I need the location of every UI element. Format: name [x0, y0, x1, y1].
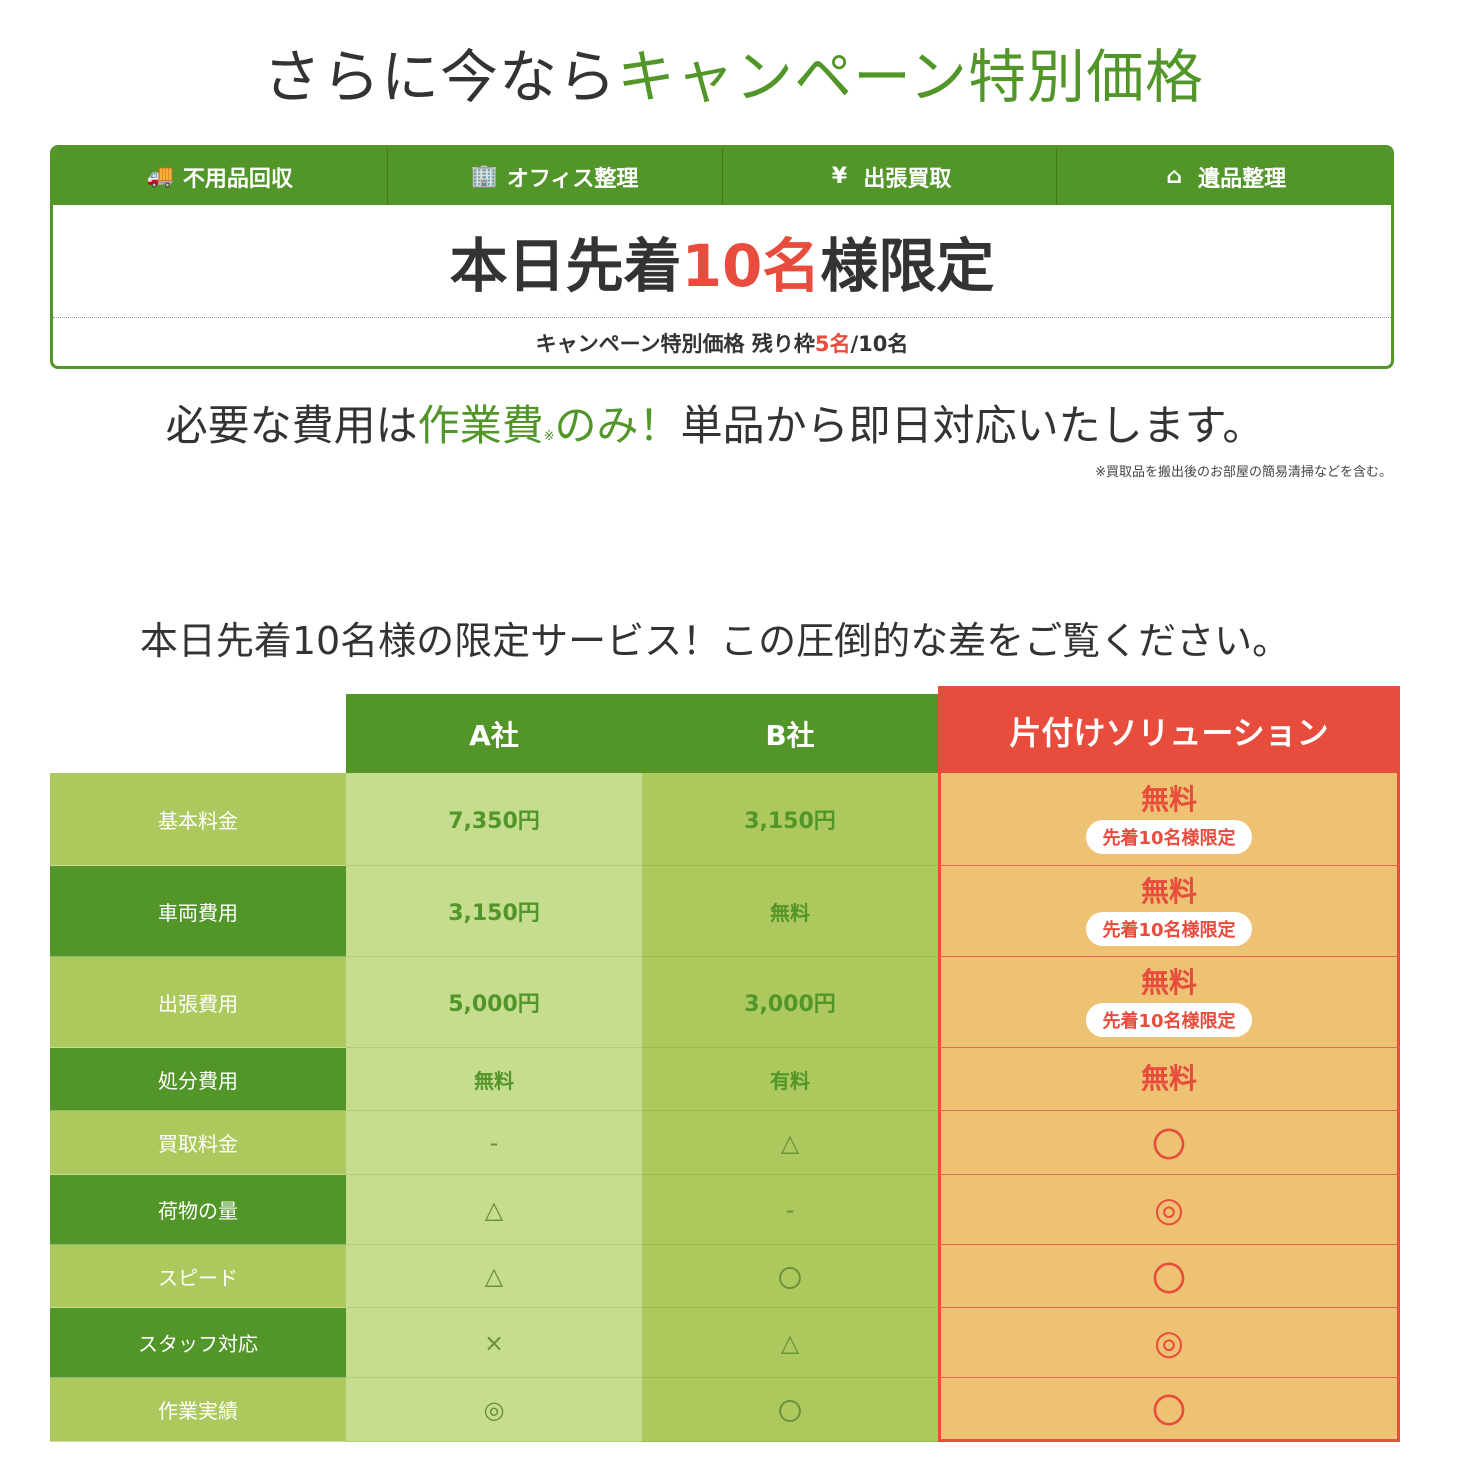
comparison-table: A社 B社 片付けソリューション 基本料金 7,350円 3,150円 無料 先着10名…	[50, 686, 1400, 1442]
footnote: ※買取品を搬出後のお部屋の簡易清掃などを含む。	[1095, 465, 1392, 480]
our-company-value: ◎	[938, 1175, 1400, 1245]
company-b-value: △	[642, 1308, 938, 1378]
header-empty	[50, 686, 346, 773]
cost-highlight2: のみ！	[554, 401, 681, 450]
table-row: スピード △ 〇〇	[50, 1245, 1400, 1308]
our-value-text: 〇	[1152, 1392, 1186, 1432]
limited-badge: 先着10名様限定	[1086, 912, 1252, 946]
remaining-label: キャンペーン特別価格 残り枠	[535, 332, 815, 356]
tab-estate-cleanup[interactable]: ⌂ 遺品整理	[1057, 148, 1391, 205]
our-company-value: 〇	[938, 1245, 1400, 1308]
company-b-value: -	[642, 1175, 938, 1245]
row-label: スタッフ対応	[50, 1308, 346, 1378]
tab-label: 出張買取	[863, 166, 952, 192]
company-b-value: 〇	[642, 1245, 938, 1308]
table-row: 作業実績 ◎ 〇〇	[50, 1378, 1400, 1442]
company-b-value: 〇	[642, 1378, 938, 1442]
table-row: 荷物の量 △ - ◎	[50, 1175, 1400, 1245]
cost-highlight: 作業費	[417, 401, 544, 450]
row-label: 出張費用	[50, 957, 346, 1048]
building-icon: 🏢	[470, 164, 499, 189]
our-company-value: ◎	[938, 1308, 1400, 1378]
row-label: 買取料金	[50, 1111, 346, 1175]
remaining-total: /10名	[850, 332, 909, 356]
cost-before: 必要な費用は	[165, 401, 418, 450]
company-a-value: 無料	[346, 1048, 642, 1111]
cost-statement: 必要な費用は作業費※のみ！単品から即日対応いたします。	[0, 392, 1430, 453]
company-b-value: 3,150円	[642, 773, 938, 866]
company-b-value: 3,000円	[642, 957, 938, 1048]
remaining-left: 5名	[814, 332, 851, 356]
truck-icon: 🚚	[146, 164, 175, 189]
our-value-text: 〇	[1152, 1126, 1186, 1166]
our-company-value: 無料先着10名様限定	[938, 866, 1400, 957]
table-header: A社 B社 片付けソリューション	[50, 686, 1400, 773]
our-value-text: 〇	[1152, 1259, 1186, 1300]
tab-junk-removal[interactable]: 🚚 不用品回収	[53, 148, 388, 205]
our-company-value: 無料	[938, 1048, 1400, 1111]
comparison-title: 本日先着10名様の限定サービス！この圧倒的な差をご覧ください。	[139, 619, 1291, 663]
table-row: 出張費用 5,000円 3,000円 無料 先着10名様限定	[50, 957, 1400, 1048]
table-row: 車両費用 3,150円 無料 無料 先着10名様限定	[50, 866, 1400, 957]
header-company-a: A社	[346, 694, 642, 773]
limited-offer-title: 本日先着 10名 様限定	[53, 205, 1391, 318]
home-icon: ⌂	[1166, 164, 1182, 189]
our-value-text: ◎	[1154, 1322, 1184, 1363]
row-label: 荷物の量	[50, 1175, 346, 1245]
table-row: 買取料金 - △ 〇	[50, 1111, 1400, 1175]
cost-after: 単品から即日対応いたします。	[680, 401, 1265, 450]
our-company-value: 〇	[938, 1111, 1400, 1175]
company-a-value: △	[346, 1245, 642, 1308]
table-row: 処分費用 無料 有料 無料	[50, 1048, 1400, 1111]
service-tabs: 🚚 不用品回収 🏢 オフィス整理 ¥ 出張買取 ⌂ 遺品整理	[53, 148, 1391, 205]
our-value-text: 無料	[1140, 966, 1197, 999]
our-value-text: 無料	[1140, 1062, 1197, 1095]
company-a-value: 5,000円	[346, 957, 642, 1048]
campaign-box: 🚚 不用品回収 🏢 オフィス整理 ¥ 出張買取 ⌂ 遺品整理 本日先着 10名 様限…	[50, 145, 1394, 369]
row-label: 処分費用	[50, 1048, 346, 1111]
header-our-company: 片付けソリューション	[938, 686, 1400, 773]
limited-badge: 先着10名様限定	[1086, 1003, 1252, 1037]
company-a-value: ◎	[346, 1378, 642, 1442]
row-label: 基本料金	[50, 773, 346, 866]
limited-after: 様限定	[820, 232, 995, 300]
company-a-value: △	[346, 1175, 642, 1245]
our-value-text: 無料	[1140, 783, 1197, 816]
table-row: スタッフ対応 × △ ◎	[50, 1308, 1400, 1378]
tab-label: オフィス整理	[506, 166, 639, 192]
row-label: 車両費用	[50, 866, 346, 957]
tab-label: 遺品整理	[1198, 166, 1287, 192]
page-headline: さらに今ならキャンペーン特別価格	[0, 30, 1467, 114]
limited-before: 本日先着	[449, 232, 682, 300]
yen-icon: ¥	[831, 164, 848, 189]
our-value-text: 無料	[1140, 875, 1197, 908]
our-value-text: ◎	[1154, 1189, 1184, 1230]
our-company-value: 無料先着10名様限定	[938, 773, 1400, 866]
company-b-value: △	[642, 1111, 938, 1175]
headline-prefix: さらに今なら	[262, 43, 617, 111]
row-label: スピード	[50, 1245, 346, 1308]
company-b-value: 無料	[642, 866, 938, 957]
company-a-value: ×	[346, 1308, 642, 1378]
table-row: 基本料金 7,350円 3,150円 無料 先着10名様限定	[50, 773, 1400, 866]
company-a-value: 3,150円	[346, 866, 642, 957]
tab-label: 不用品回収	[182, 166, 293, 192]
limited-badge: 先着10名様限定	[1086, 820, 1252, 854]
header-company-b: B社	[642, 694, 938, 773]
headline-highlight: キャンペーン特別価格	[616, 43, 1205, 111]
company-b-value: 有料	[642, 1048, 938, 1111]
cost-mark: ※	[543, 429, 555, 444]
table-body: 基本料金 7,350円 3,150円 無料 先着10名様限定 車両費用 3,150円 無料 無料…	[50, 773, 1400, 1442]
our-company-value: 無料先着10名様限定	[938, 957, 1400, 1048]
tab-office-cleanup[interactable]: 🏢 オフィス整理	[388, 148, 723, 205]
our-company-value: 〇	[938, 1378, 1400, 1442]
company-a-value: 7,350円	[346, 773, 642, 866]
remaining-slots: キャンペーン特別価格 残り枠 5名/10名	[53, 318, 1391, 366]
company-a-value: -	[346, 1111, 642, 1175]
limited-count: 10名	[681, 232, 821, 300]
row-label: 作業実績	[50, 1378, 346, 1442]
tab-onsite-buying[interactable]: ¥ 出張買取	[723, 148, 1058, 205]
